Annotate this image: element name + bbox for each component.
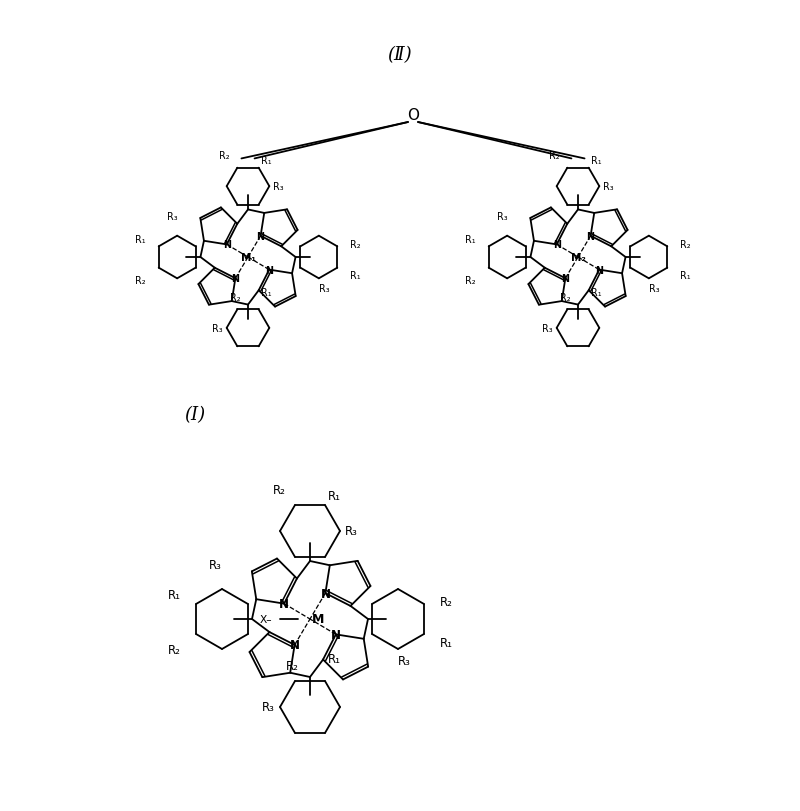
Text: R₁: R₁ bbox=[135, 234, 146, 245]
Text: X–: X– bbox=[259, 614, 272, 624]
Text: R₂: R₂ bbox=[680, 240, 690, 250]
Text: R₃: R₃ bbox=[542, 324, 553, 333]
Text: R₂: R₂ bbox=[286, 659, 299, 672]
Text: R₂: R₂ bbox=[167, 643, 181, 656]
Text: R₂: R₂ bbox=[350, 240, 361, 250]
Text: R₁: R₁ bbox=[350, 271, 361, 281]
Text: R₂: R₂ bbox=[273, 483, 286, 496]
Text: (Ⅰ): (Ⅰ) bbox=[185, 406, 206, 423]
Text: N: N bbox=[331, 628, 341, 641]
Text: R₁: R₁ bbox=[167, 589, 181, 602]
Text: R₃: R₃ bbox=[209, 558, 222, 571]
Text: N: N bbox=[320, 587, 330, 600]
Text: R₁: R₁ bbox=[680, 271, 690, 281]
Text: N: N bbox=[222, 240, 230, 250]
Text: R₃: R₃ bbox=[398, 654, 411, 667]
Text: (Ⅱ): (Ⅱ) bbox=[388, 46, 412, 64]
Text: R₂: R₂ bbox=[219, 151, 230, 161]
Text: M₂: M₂ bbox=[570, 253, 586, 263]
Text: R₁: R₁ bbox=[261, 156, 271, 165]
Text: R₁: R₁ bbox=[590, 156, 602, 165]
Text: M: M bbox=[312, 613, 324, 626]
Text: R₃: R₃ bbox=[603, 182, 614, 192]
Text: R₂: R₂ bbox=[439, 595, 453, 608]
Text: N: N bbox=[257, 231, 265, 242]
Text: N: N bbox=[231, 274, 239, 284]
Text: R₃: R₃ bbox=[262, 701, 275, 714]
Text: R₃: R₃ bbox=[274, 182, 284, 192]
Text: R₁: R₁ bbox=[466, 234, 476, 245]
Text: N: N bbox=[279, 598, 289, 611]
Text: R₂: R₂ bbox=[560, 292, 570, 303]
Text: R₁: R₁ bbox=[261, 287, 271, 298]
Text: N: N bbox=[595, 265, 603, 275]
Text: N: N bbox=[586, 231, 594, 242]
Text: N: N bbox=[266, 265, 274, 275]
Text: R₁: R₁ bbox=[327, 653, 341, 666]
Text: R₂: R₂ bbox=[466, 276, 476, 285]
Text: O: O bbox=[407, 107, 419, 122]
Text: R₃: R₃ bbox=[497, 212, 507, 221]
Text: R₂: R₂ bbox=[550, 151, 560, 161]
Text: R₁: R₁ bbox=[590, 287, 602, 298]
Text: N: N bbox=[553, 240, 561, 250]
Text: R₃: R₃ bbox=[649, 284, 659, 294]
Text: R₃: R₃ bbox=[319, 284, 330, 294]
Text: R₃: R₃ bbox=[166, 212, 177, 221]
Text: R₁: R₁ bbox=[439, 637, 453, 650]
Text: R₂: R₂ bbox=[135, 276, 146, 285]
Text: N: N bbox=[562, 274, 570, 284]
Text: M₁: M₁ bbox=[241, 253, 255, 263]
Text: N: N bbox=[290, 638, 300, 651]
Text: R₁: R₁ bbox=[327, 490, 341, 503]
Text: R₂: R₂ bbox=[230, 292, 241, 303]
Text: R₃: R₃ bbox=[345, 525, 358, 538]
Text: R₃: R₃ bbox=[212, 324, 222, 333]
